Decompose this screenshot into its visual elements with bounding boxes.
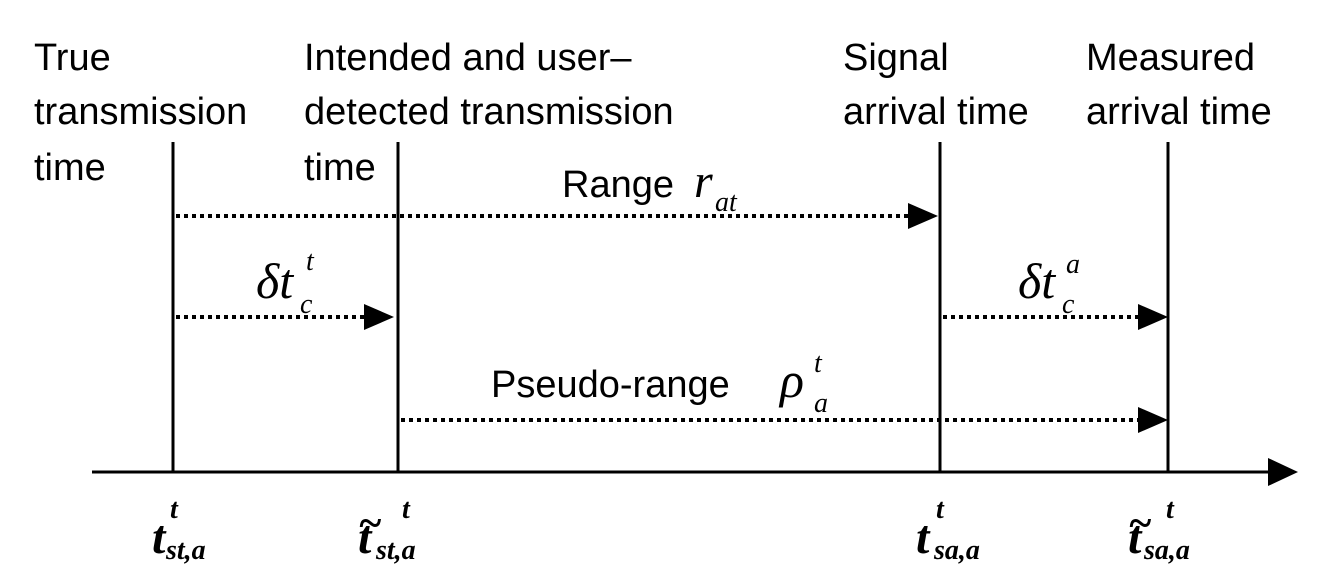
header-line: True: [34, 37, 111, 79]
axis-label-subscript: st,a: [165, 535, 206, 566]
pseudo-range-arrowhead: [1138, 407, 1168, 433]
time-axis-arrowhead: [1268, 458, 1298, 486]
pseudo-range-subscript: a: [814, 388, 828, 419]
axis-label-symbol: t: [152, 511, 167, 564]
axis-label-intended-transmission: ~ t t st,a: [358, 494, 416, 566]
header-line: time: [34, 147, 106, 189]
user-clock-label: δt a c: [1018, 249, 1080, 320]
axis-label-true-transmission: t t st,a: [152, 494, 206, 566]
range-label: Range r at: [562, 155, 738, 218]
pseudo-range-symbol: ρ: [778, 352, 804, 408]
axis-label-subscript: st,a: [375, 535, 416, 566]
header-line: detected transmission: [304, 91, 674, 133]
axis-label-superscript: t: [936, 494, 945, 525]
header-line: Measured: [1086, 37, 1255, 79]
sat-clock-subscript: c: [300, 289, 313, 320]
axis-label-symbol: t: [1128, 511, 1143, 564]
pseudo-range-superscript: t: [814, 348, 823, 379]
sat-clock-label: δt t c: [256, 246, 315, 320]
axis-label-subscript: sa,a: [933, 535, 980, 566]
user-clock-symbol: δt: [1018, 253, 1056, 309]
sat-clock-symbol: δt: [256, 253, 294, 309]
header-line: Signal: [843, 37, 949, 79]
axis-label-superscript: t: [402, 494, 411, 525]
axis-label-tilde: ~: [358, 501, 382, 547]
user-clock-arrowhead: [1138, 304, 1168, 330]
header-true-transmission-time: True transmission time: [34, 37, 247, 189]
header-line: time: [304, 147, 376, 189]
sat-clock-arrowhead: [364, 304, 394, 330]
range-text: Range: [562, 164, 674, 206]
axis-label-tilde: ~: [1128, 501, 1152, 547]
header-line: arrival time: [843, 91, 1029, 133]
sat-clock-superscript: t: [306, 246, 315, 277]
header-measured-arrival-time: Measured arrival time: [1086, 37, 1272, 133]
axis-label-superscript: t: [170, 494, 179, 525]
header-line: arrival time: [1086, 91, 1272, 133]
range-symbol: r: [694, 155, 713, 208]
pseudo-range-label: Pseudo-range ρ t a: [491, 348, 828, 419]
axis-label-symbol: t: [358, 511, 373, 564]
header-intended-transmission-time: Intended and user– detected transmission…: [304, 37, 674, 189]
axis-label-symbol: t: [916, 511, 931, 564]
axis-label-measured-arrival: ~ t t sa,a: [1128, 494, 1190, 566]
range-subscript: at: [715, 187, 738, 218]
header-line: Intended and user–: [304, 37, 632, 79]
axis-label-signal-arrival: t t sa,a: [916, 494, 980, 566]
axis-label-superscript: t: [1166, 494, 1175, 525]
header-line: transmission: [34, 91, 247, 133]
user-clock-subscript: c: [1062, 289, 1075, 320]
user-clock-superscript: a: [1066, 249, 1080, 280]
pseudo-range-text: Pseudo-range: [491, 364, 730, 406]
range-arrowhead: [908, 203, 938, 229]
header-signal-arrival-time: Signal arrival time: [843, 37, 1029, 133]
axis-label-subscript: sa,a: [1143, 535, 1190, 566]
